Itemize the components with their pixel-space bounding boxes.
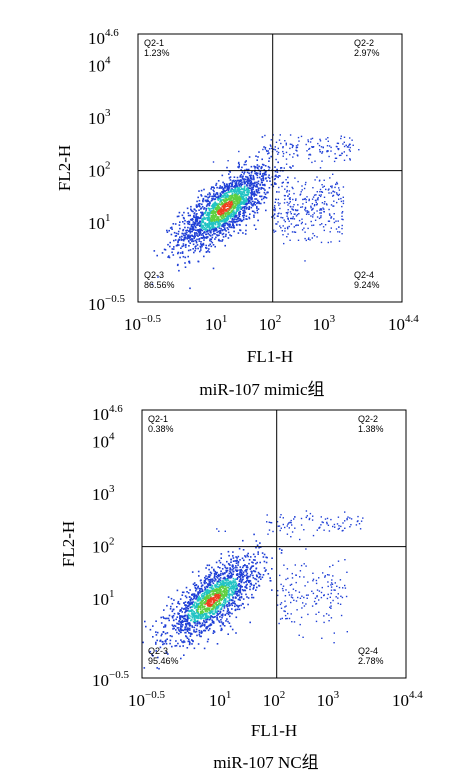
- plot-frame: [137, 33, 403, 303]
- quadrant-name-q2-4: Q2-4: [354, 270, 374, 280]
- x-tick-label: 102: [263, 689, 286, 710]
- event-dots: [142, 510, 364, 670]
- flow-panel-1: Q2-11.23% Q2-22.97% Q2-386.56% Q2-49.24% 104…: [55, 27, 419, 399]
- x-tick-label: 104.4: [392, 689, 423, 710]
- x-tick-label: 101: [209, 689, 232, 710]
- y-tick-label: 103: [92, 483, 115, 504]
- quadrant-percent-q2-1: 1.23%: [144, 48, 170, 58]
- flow-panel-2: Q2-10.38% Q2-21.38% Q2-395.46% Q2-42.78% 104…: [59, 403, 423, 772]
- x-tick-label: 101: [205, 313, 228, 334]
- quadrant-name-q2-2: Q2-2: [354, 38, 374, 48]
- y-tick-label: 104: [92, 431, 115, 452]
- quadrant-percent-q2-4: 2.78%: [358, 656, 384, 666]
- quadrant-name-q2-1: Q2-1: [144, 38, 164, 48]
- event-dots: [151, 134, 360, 290]
- x-tick-label: 103: [317, 689, 340, 710]
- y-tick-label: 102: [88, 160, 111, 181]
- x-tick-label: 10−0.5: [124, 313, 161, 334]
- y-tick-label: 103: [88, 107, 111, 128]
- x-tick-label: 10−0.5: [128, 689, 165, 710]
- x-axis-label: FL1-H: [251, 721, 297, 740]
- quadrant-percent-q2-2: 2.97%: [354, 48, 380, 58]
- y-tick-label: 102: [92, 536, 115, 557]
- quadrant-percent-q2-1: 0.38%: [148, 424, 174, 434]
- y-axis-label: FL2-H: [59, 521, 78, 567]
- quadrant-percent-q2-3: 95.46%: [148, 656, 179, 666]
- quadrant-name-q2-2: Q2-2: [358, 414, 378, 424]
- quadrant-name-q2-1: Q2-1: [148, 414, 168, 424]
- y-tick-label: 10−0.5: [92, 669, 129, 690]
- y-tick-label: 104: [88, 55, 111, 76]
- panel-caption: miR-107 NC组: [213, 753, 318, 772]
- y-axis-label: FL2-H: [55, 145, 74, 191]
- y-tick-label: 10−0.5: [88, 293, 125, 314]
- x-tick-label: 103: [313, 313, 336, 334]
- y-tick-label: 101: [92, 588, 115, 609]
- quadrant-percent-q2-3: 86.56%: [144, 280, 175, 290]
- quadrant-name-q2-3: Q2-3: [144, 270, 164, 280]
- x-tick-label: 104.4: [388, 313, 419, 334]
- quadrant-name-q2-3: Q2-3: [148, 646, 168, 656]
- y-tick-label: 104.6: [88, 27, 119, 48]
- quadrant-percent-q2-4: 9.24%: [354, 280, 380, 290]
- plot-frame: [141, 409, 407, 679]
- quadrant-name-q2-4: Q2-4: [358, 646, 378, 656]
- x-axis-label: FL1-H: [247, 347, 293, 366]
- y-tick-label: 101: [88, 212, 111, 233]
- panel-caption: miR-107 mimic组: [199, 380, 324, 399]
- x-tick-label: 102: [259, 313, 282, 334]
- quadrant-percent-q2-2: 1.38%: [358, 424, 384, 434]
- y-tick-label: 104.6: [92, 403, 123, 424]
